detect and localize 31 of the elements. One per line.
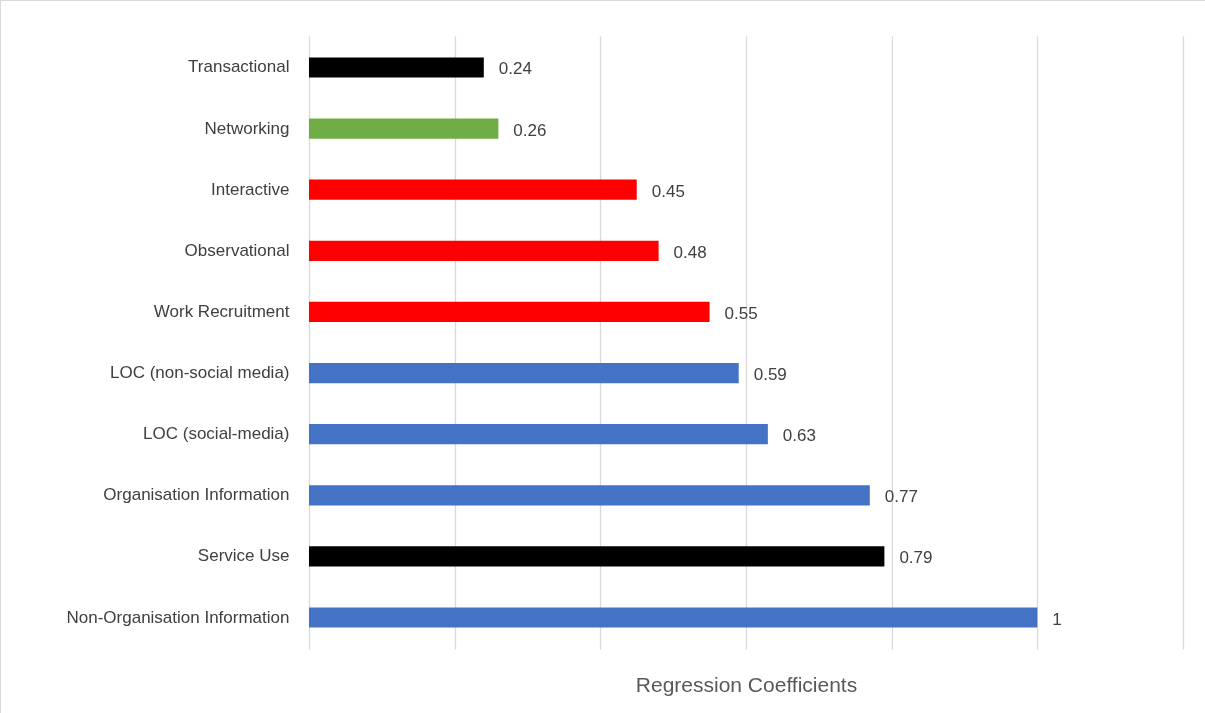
data-label: 0.55	[724, 303, 758, 323]
data-label: 0.48	[673, 242, 707, 262]
bar	[309, 362, 739, 384]
bar	[309, 179, 637, 200]
y-tick-label: LOC (social-media)	[143, 424, 290, 444]
y-tick-label: Networking	[204, 118, 290, 138]
bar	[309, 240, 659, 261]
data-label: 0.24	[498, 59, 532, 79]
data-label: 0.59	[753, 365, 787, 385]
data-label: 1	[1052, 609, 1062, 629]
y-tick-label: Work Recruitment	[153, 301, 290, 321]
y-tick-label: Non-Organisation Information	[66, 607, 290, 627]
data-label: 0.77	[884, 487, 918, 507]
bar	[309, 57, 484, 78]
y-tick-label: Service Use	[197, 546, 290, 566]
bar	[309, 118, 499, 139]
y-tick-label: Observational	[184, 240, 290, 260]
y-tick-label: LOC (non-social media)	[109, 363, 290, 383]
data-label: 0.45	[651, 181, 685, 201]
bar	[309, 424, 768, 445]
y-tick-label: Transactional	[188, 57, 290, 77]
x-axis-title: Regression Coefficients	[635, 672, 858, 696]
y-tick-label: Organisation Information	[103, 485, 290, 505]
y-tick-label: Interactive	[211, 179, 290, 199]
bar	[309, 607, 1038, 628]
data-label: 0.63	[782, 426, 816, 446]
data-label: 0.79	[899, 548, 933, 568]
bar	[309, 485, 870, 506]
data-label: 0.26	[513, 120, 547, 140]
bar	[309, 301, 710, 323]
bar	[309, 546, 885, 567]
